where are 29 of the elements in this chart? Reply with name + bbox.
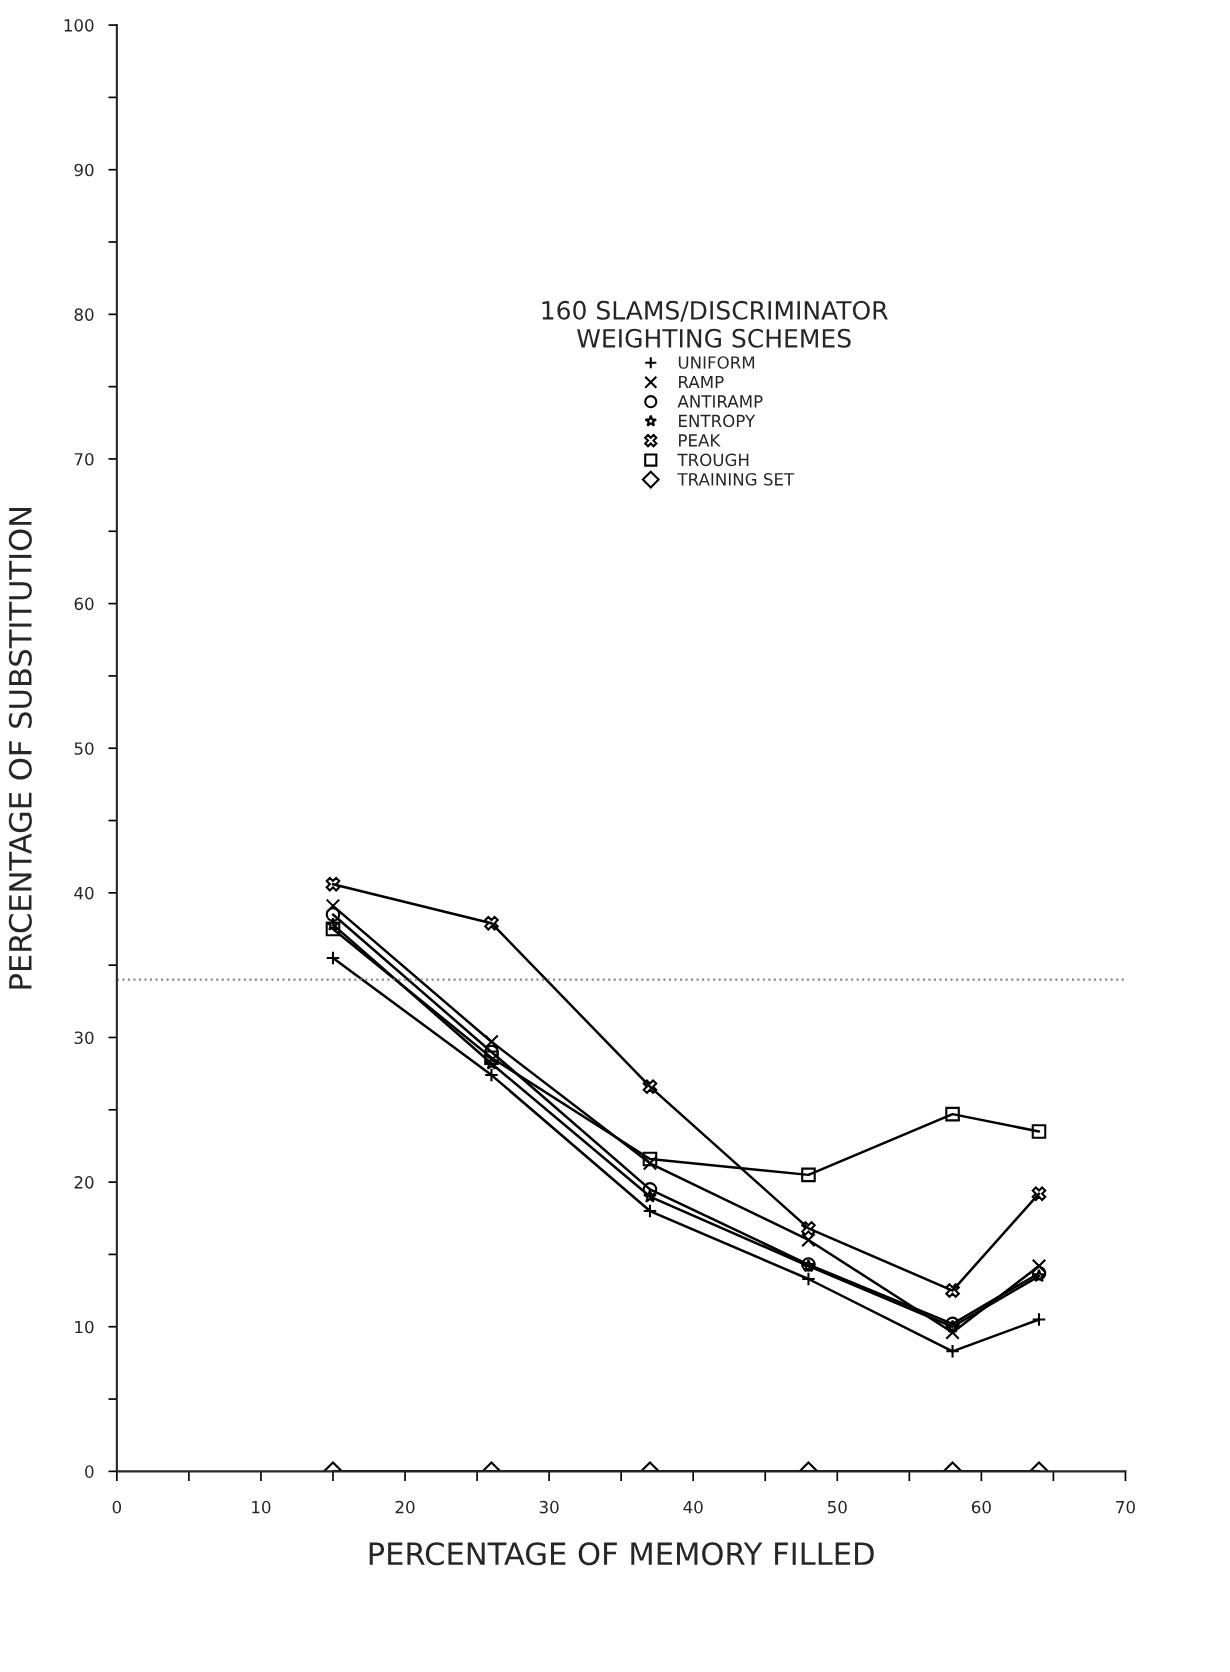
x-tick-label: 40 xyxy=(683,1500,703,1514)
y-tick-label: 40 xyxy=(74,886,94,900)
y-tick-label: 60 xyxy=(74,597,94,611)
y-tick-label: 10 xyxy=(75,1320,94,1334)
x-tick-label: 0 xyxy=(112,1500,122,1514)
x-tick-label: 20 xyxy=(395,1500,415,1514)
x-tick-label: 10 xyxy=(252,1500,271,1514)
x-axis-title: PERCENTAGE OF MEMORY FILLED xyxy=(369,1542,874,1566)
x-tick-label: 60 xyxy=(971,1500,991,1514)
y-tick-label: 30 xyxy=(74,1031,94,1045)
y-tick-label: 0 xyxy=(85,1465,94,1478)
x-tick-label: 70 xyxy=(1116,1500,1135,1514)
y-tick-label: 100 xyxy=(64,19,94,32)
legend-title: 160 SLAMS/DISCRIMINATOR WEIGHTING SCHEMES xyxy=(542,300,888,348)
y-tick-label: 20 xyxy=(74,1176,94,1189)
y-tick-label: 70 xyxy=(74,452,94,466)
x-tick-label: 50 xyxy=(827,1500,847,1514)
legend-label: RAMP xyxy=(679,375,724,389)
legend-label: UNIFORM xyxy=(678,356,755,369)
y-tick-label: 90 xyxy=(74,163,94,177)
legend-label: PEAK xyxy=(679,434,721,447)
y-tick-label: 80 xyxy=(74,308,94,321)
y-axis-title: PERCENTAGE OF SUBSTITUTION xyxy=(8,507,32,989)
legend-label: TRAINING SET xyxy=(677,473,795,486)
legend-label: TROUGH xyxy=(677,453,749,467)
x-tick-label: 30 xyxy=(539,1500,559,1514)
legend-label: ANTIRAMP xyxy=(677,395,763,408)
legend-label: ENTROPY xyxy=(679,414,756,428)
y-tick-label: 50 xyxy=(74,742,94,755)
